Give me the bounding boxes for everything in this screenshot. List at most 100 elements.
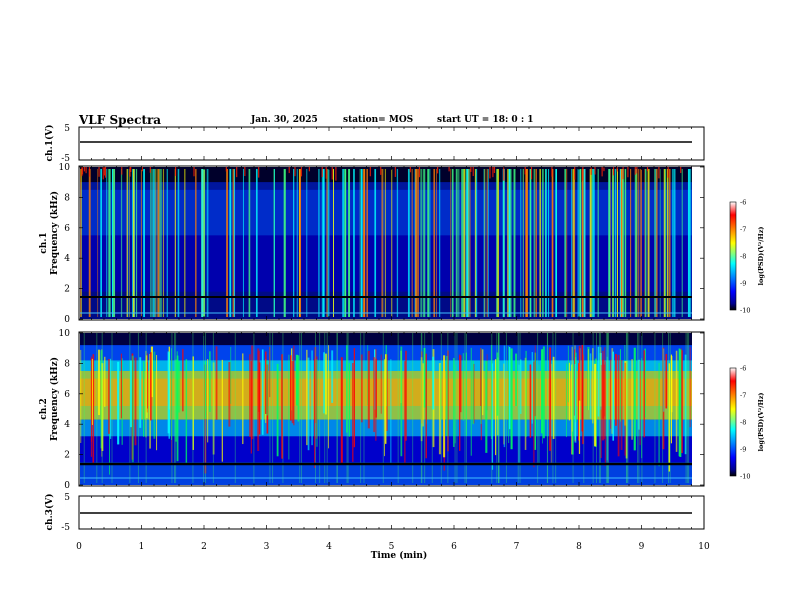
- sferic-streak: [145, 355, 148, 419]
- sferic-streak: [624, 362, 626, 456]
- sferic-streak-top: [321, 167, 323, 178]
- sferic-streak-full: [324, 333, 326, 483]
- sferic-streak-top: [121, 167, 123, 175]
- sferic-streak-top: [448, 167, 450, 172]
- sferic-streak: [176, 355, 179, 462]
- sferic-streak: [533, 169, 536, 317]
- sferic-streak: [589, 353, 592, 419]
- sferic-streak-top: [470, 167, 472, 172]
- sferic-streak: [474, 169, 477, 317]
- sferic-streak: [571, 169, 572, 317]
- sferic-streak-full: [637, 333, 639, 483]
- spectral-band: [80, 235, 692, 292]
- sferic-streak: [177, 169, 180, 317]
- sferic-streak: [670, 356, 673, 413]
- sferic-streak: [432, 356, 435, 410]
- sferic-streak-top: [503, 167, 505, 181]
- sferic-streak: [249, 169, 251, 317]
- sferic-streak: [311, 350, 313, 446]
- ch1-frequency-tick-labels: 0 2 4 6 8 10: [59, 163, 704, 325]
- colorbar-tick-label: -8: [740, 419, 746, 427]
- sferic-streak: [192, 356, 194, 450]
- sferic-streak: [420, 169, 423, 317]
- sferic-streak: [581, 345, 584, 432]
- sferic-streak: [666, 169, 669, 317]
- sferic-streak: [106, 169, 107, 317]
- sferic-streak: [684, 354, 687, 455]
- sferic-streak: [97, 169, 99, 317]
- sferic-streak: [624, 169, 627, 317]
- sferic-streak: [104, 356, 106, 407]
- ch1-spectrogram-ticks: [78, 166, 705, 320]
- sferic-streak: [539, 169, 541, 317]
- sferic-streak: [384, 169, 386, 317]
- sferic-streak-full: [346, 333, 348, 483]
- sferic-streak: [101, 363, 104, 452]
- sferic-streak: [422, 363, 424, 427]
- sferic-streak: [438, 363, 441, 455]
- sferic-streak: [353, 169, 355, 317]
- sferic-streak: [232, 169, 235, 317]
- sferic-streak: [452, 357, 455, 447]
- sferic-streak-top: [551, 167, 553, 177]
- sferic-streak: [630, 169, 632, 317]
- sferic-streak: [92, 354, 95, 464]
- sferic-streak: [381, 169, 383, 317]
- sferic-streak: [592, 169, 595, 317]
- sferic-streak: [681, 169, 683, 317]
- ch1-waveform-frame: [78, 126, 705, 161]
- sferic-streak-top: [102, 167, 104, 180]
- sferic-streak-full: [592, 333, 594, 483]
- time-tick-label: 0: [76, 542, 82, 552]
- sferic-streak: [443, 355, 446, 458]
- sferic-streak-top: [83, 167, 86, 172]
- sferic-streak: [495, 169, 498, 317]
- sferic-streak: [80, 169, 82, 317]
- sferic-streak: [644, 169, 646, 317]
- sferic-streak-full: [599, 333, 601, 483]
- sferic-streak: [522, 169, 524, 317]
- sferic-streak-full: [299, 333, 301, 483]
- spectral-band: [80, 462, 692, 485]
- sferic-streak: [482, 349, 484, 416]
- sferic-streak-full: [171, 333, 173, 483]
- sferic-streak-top: [574, 167, 576, 180]
- sferic-streak-top: [81, 167, 83, 177]
- sferic-streak: [520, 169, 522, 317]
- sferic-streak: [577, 169, 580, 317]
- sferic-streak: [496, 352, 499, 416]
- sferic-streak: [342, 169, 345, 317]
- sferic-streak: [454, 364, 456, 444]
- sferic-streak: [542, 349, 543, 444]
- sferic-streak: [495, 359, 497, 456]
- sferic-streak: [384, 359, 385, 457]
- sferic-streak: [321, 169, 324, 317]
- sferic-streak-full: [555, 333, 557, 483]
- sferic-streak: [242, 353, 244, 445]
- sferic-streak-full: [440, 333, 442, 483]
- sferic-streak: [120, 169, 123, 317]
- sferic-streak: [668, 363, 670, 472]
- time-tick-label: 7: [514, 542, 520, 552]
- sferic-streak-full: [83, 333, 85, 483]
- sferic-streak: [606, 356, 608, 461]
- sferic-streak-full: [654, 333, 656, 483]
- sferic-streak-full: [498, 333, 500, 483]
- sferic-streak: [510, 169, 512, 317]
- sferic-streak: [571, 346, 573, 432]
- colorbar-tick-label: -9: [740, 280, 746, 288]
- time-tick-label: 2: [201, 542, 207, 552]
- sferic-streak: [158, 169, 161, 317]
- sferic-streak: [407, 169, 410, 317]
- sferic-streak: [230, 346, 232, 404]
- sferic-streak: [340, 357, 343, 465]
- sferic-streak: [162, 169, 165, 317]
- sferic-streak: [446, 355, 448, 437]
- sferic-streak: [322, 169, 325, 317]
- sferic-streak-full: [625, 333, 627, 483]
- sferic-streak: [150, 346, 154, 398]
- sferic-streak-full: [315, 333, 317, 483]
- sferic-streak: [129, 169, 130, 317]
- sferic-streak-full: [519, 333, 521, 483]
- sferic-streak: [269, 346, 271, 398]
